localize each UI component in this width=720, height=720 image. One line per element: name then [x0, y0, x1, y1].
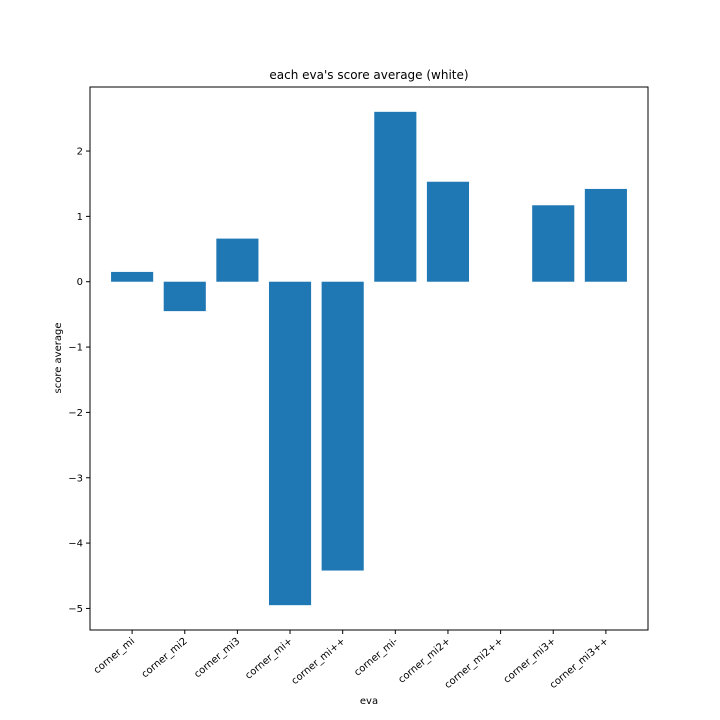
- y-tick-label: 1: [77, 212, 83, 223]
- bar-corner_mi3++: [584, 188, 627, 282]
- y-tick-label: −3: [68, 473, 83, 484]
- bar-corner_mi3: [216, 238, 259, 282]
- y-tick-label: 0: [77, 277, 83, 288]
- plot-frame: [89, 86, 649, 631]
- bar-corner_mi-: [374, 111, 417, 282]
- x-axis-label: eva: [360, 696, 378, 707]
- y-axis-ticks: −5 −4 −3 −2 −1 0 1 2: [68, 147, 90, 615]
- y-tick-label: −1: [68, 343, 83, 354]
- bar-corner_mi: [111, 271, 154, 282]
- chart-title: each eva's score average (white): [269, 68, 468, 82]
- y-axis-label: score average: [53, 323, 64, 394]
- y-tick-label: −2: [68, 408, 83, 419]
- bar-corner_mi++: [321, 281, 364, 571]
- bars-group: [111, 111, 627, 606]
- bar-corner_mi2+: [426, 181, 470, 282]
- y-tick-label: 2: [77, 147, 83, 158]
- y-tick-label: −4: [68, 539, 83, 550]
- bar-corner_mi2: [163, 281, 206, 312]
- bar-corner_mi+: [268, 281, 312, 606]
- y-tick-label: −5: [68, 604, 83, 615]
- bar-corner_mi3+: [532, 205, 575, 282]
